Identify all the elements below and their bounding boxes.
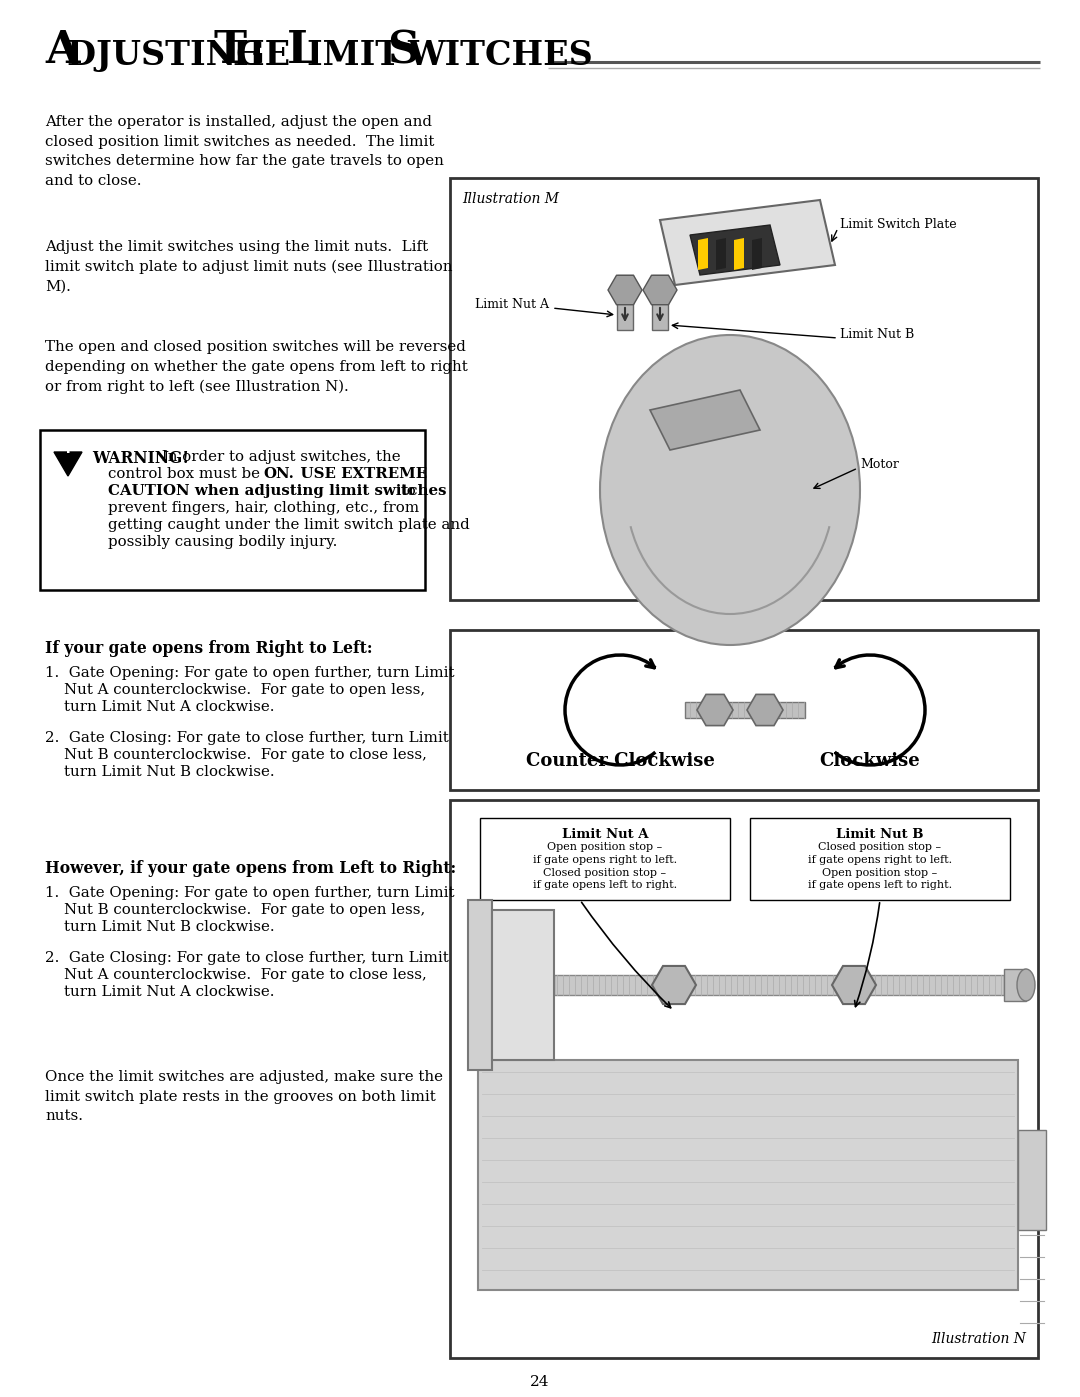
Text: Limit Nut B: Limit Nut B bbox=[836, 828, 923, 841]
Text: Nut B counterclockwise.  For gate to open less,: Nut B counterclockwise. For gate to open… bbox=[45, 902, 426, 916]
Bar bbox=[1004, 970, 1026, 1002]
Polygon shape bbox=[652, 965, 696, 1004]
Text: 2.  Gate Closing: For gate to close further, turn Limit: 2. Gate Closing: For gate to close furth… bbox=[45, 951, 449, 965]
Text: L: L bbox=[287, 29, 319, 73]
Bar bbox=[450, 800, 1038, 1358]
Text: control box must be: control box must be bbox=[108, 467, 265, 481]
Bar bbox=[1018, 1130, 1047, 1229]
Text: possibly causing bodily injury.: possibly causing bodily injury. bbox=[108, 535, 337, 549]
Bar bbox=[492, 909, 554, 1060]
Polygon shape bbox=[650, 390, 760, 450]
Text: Counter Clockwise: Counter Clockwise bbox=[526, 752, 715, 770]
Text: However, if your gate opens from Left to Right:: However, if your gate opens from Left to… bbox=[45, 861, 456, 877]
Text: Motor: Motor bbox=[860, 458, 899, 472]
Polygon shape bbox=[698, 237, 708, 270]
Polygon shape bbox=[690, 225, 780, 275]
Text: In order to adjust switches, the: In order to adjust switches, the bbox=[157, 450, 401, 464]
Ellipse shape bbox=[1017, 970, 1035, 1002]
Text: Nut A counterclockwise.  For gate to close less,: Nut A counterclockwise. For gate to clos… bbox=[45, 968, 427, 982]
Ellipse shape bbox=[600, 335, 860, 645]
Text: !: ! bbox=[65, 441, 71, 455]
Text: Limit Nut B: Limit Nut B bbox=[840, 328, 915, 341]
Text: WARNING!: WARNING! bbox=[92, 450, 189, 467]
Text: HE: HE bbox=[233, 39, 301, 73]
Bar bbox=[750, 819, 1010, 900]
Bar bbox=[617, 275, 633, 330]
Text: Illustration N: Illustration N bbox=[931, 1331, 1026, 1345]
Text: Clockwise: Clockwise bbox=[820, 752, 920, 770]
Text: WITCHES: WITCHES bbox=[407, 39, 593, 73]
Bar bbox=[478, 1060, 1018, 1289]
Polygon shape bbox=[747, 694, 783, 725]
Text: If your gate opens from Right to Left:: If your gate opens from Right to Left: bbox=[45, 640, 373, 657]
Polygon shape bbox=[697, 694, 733, 725]
Text: A: A bbox=[45, 29, 80, 73]
Text: 1.  Gate Opening: For gate to open further, turn Limit: 1. Gate Opening: For gate to open furthe… bbox=[45, 666, 455, 680]
Text: turn Limit Nut A clockwise.: turn Limit Nut A clockwise. bbox=[45, 700, 274, 714]
Polygon shape bbox=[752, 237, 762, 270]
Text: ON.: ON. bbox=[264, 467, 294, 481]
Text: S: S bbox=[387, 29, 419, 73]
Text: 24: 24 bbox=[530, 1375, 550, 1389]
Text: Limit Nut A: Limit Nut A bbox=[475, 299, 549, 312]
Bar bbox=[554, 975, 1004, 995]
Text: Adjust the limit switches using the limit nuts.  Lift
limit switch plate to adju: Adjust the limit switches using the limi… bbox=[45, 240, 453, 293]
Text: T: T bbox=[213, 29, 246, 73]
Text: Limit Switch Plate: Limit Switch Plate bbox=[840, 218, 957, 232]
Text: DJUSTING: DJUSTING bbox=[67, 39, 276, 73]
Polygon shape bbox=[608, 275, 642, 305]
Text: getting caught under the limit switch plate and: getting caught under the limit switch pl… bbox=[108, 518, 470, 532]
Bar bbox=[685, 703, 805, 718]
Text: CAUTION when adjusting limit switches: CAUTION when adjusting limit switches bbox=[108, 483, 446, 497]
Polygon shape bbox=[734, 237, 744, 270]
Polygon shape bbox=[54, 453, 82, 476]
Bar bbox=[652, 275, 669, 330]
Text: The open and closed position switches will be reversed
depending on whether the : The open and closed position switches wi… bbox=[45, 339, 468, 394]
Bar bbox=[450, 177, 1038, 599]
Polygon shape bbox=[643, 275, 677, 305]
Text: 1.  Gate Opening: For gate to open further, turn Limit: 1. Gate Opening: For gate to open furthe… bbox=[45, 886, 455, 900]
Text: turn Limit Nut A clockwise.: turn Limit Nut A clockwise. bbox=[45, 985, 274, 999]
Text: Closed position stop –
if gate opens right to left.
Open position stop –
if gate: Closed position stop – if gate opens rig… bbox=[808, 842, 953, 890]
Text: USE EXTREME: USE EXTREME bbox=[291, 467, 427, 481]
Text: prevent fingers, hair, clothing, etc., from: prevent fingers, hair, clothing, etc., f… bbox=[108, 502, 419, 515]
Bar bbox=[40, 430, 426, 590]
Polygon shape bbox=[716, 237, 726, 270]
Polygon shape bbox=[832, 965, 876, 1004]
Text: Nut A counterclockwise.  For gate to open less,: Nut A counterclockwise. For gate to open… bbox=[45, 683, 426, 697]
Text: IMIT: IMIT bbox=[307, 39, 411, 73]
Text: to: to bbox=[396, 483, 416, 497]
Bar bbox=[450, 630, 1038, 789]
Text: Nut B counterclockwise.  For gate to close less,: Nut B counterclockwise. For gate to clos… bbox=[45, 747, 427, 761]
Text: Open position stop –
if gate opens right to left.
Closed position stop –
if gate: Open position stop – if gate opens right… bbox=[532, 842, 677, 890]
Text: After the operator is installed, adjust the open and
closed position limit switc: After the operator is installed, adjust … bbox=[45, 115, 444, 189]
Text: turn Limit Nut B clockwise.: turn Limit Nut B clockwise. bbox=[45, 921, 274, 935]
Text: Once the limit switches are adjusted, make sure the
limit switch plate rests in : Once the limit switches are adjusted, ma… bbox=[45, 1070, 443, 1123]
Bar bbox=[480, 819, 730, 900]
Text: Illustration M: Illustration M bbox=[462, 191, 559, 205]
Text: Limit Nut A: Limit Nut A bbox=[562, 828, 648, 841]
Text: turn Limit Nut B clockwise.: turn Limit Nut B clockwise. bbox=[45, 766, 274, 780]
Text: 2.  Gate Closing: For gate to close further, turn Limit: 2. Gate Closing: For gate to close furth… bbox=[45, 731, 449, 745]
Bar bbox=[468, 900, 492, 1070]
Polygon shape bbox=[660, 200, 835, 285]
